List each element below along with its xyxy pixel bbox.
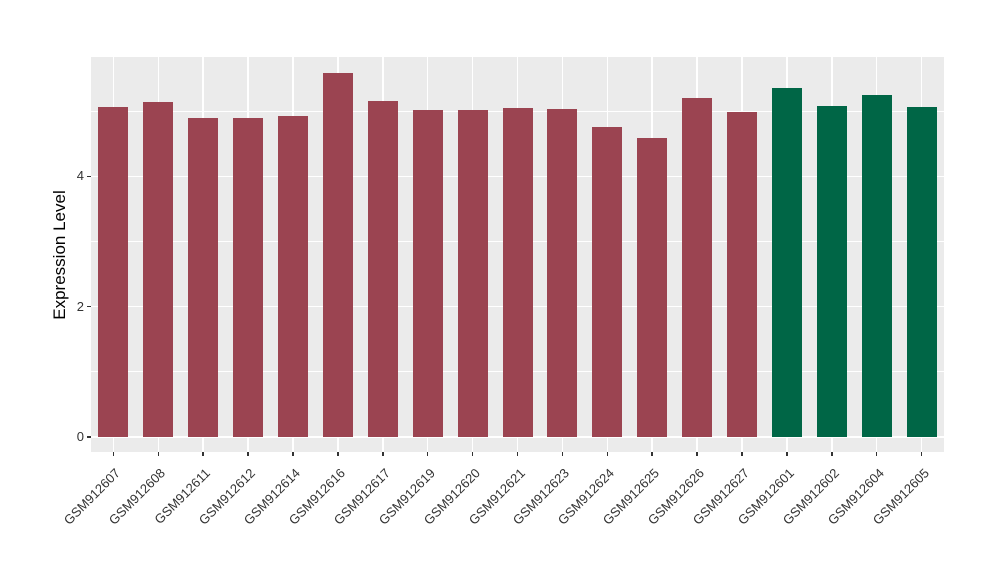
- bar-GSM912611: [188, 117, 219, 437]
- bar-GSM912605: [906, 107, 937, 437]
- bar-GSM912623: [547, 109, 578, 437]
- x-tick-mark: [112, 452, 115, 456]
- y-tick-mark: [87, 175, 91, 178]
- y-tick-mark: [87, 436, 91, 438]
- x-tick-mark: [157, 452, 160, 456]
- bar-GSM912626: [682, 98, 713, 437]
- y-tick-label: 2: [76, 298, 84, 314]
- plot-panel: [91, 57, 944, 452]
- bar-GSM912612: [233, 117, 264, 437]
- bar-GSM912627: [726, 112, 757, 437]
- bar-GSM912625: [637, 138, 668, 437]
- x-tick-mark: [561, 452, 564, 456]
- x-tick-mark: [786, 452, 788, 456]
- bar-GSM912608: [143, 101, 174, 437]
- y-tick-mark: [87, 305, 91, 308]
- x-tick-mark: [292, 452, 294, 456]
- bar-GSM912617: [367, 101, 398, 437]
- bar-GSM912602: [816, 105, 847, 437]
- x-tick-mark: [516, 452, 519, 456]
- x-tick-mark: [382, 452, 384, 456]
- bar-GSM912616: [322, 73, 353, 437]
- bar-GSM912614: [278, 115, 309, 437]
- bar-GSM912624: [592, 127, 623, 437]
- x-tick-mark: [831, 452, 833, 456]
- x-tick-mark: [920, 452, 923, 456]
- y-tick-label: 4: [76, 168, 84, 184]
- bar-GSM912607: [98, 107, 129, 437]
- x-tick-mark: [606, 452, 609, 456]
- y-tick-label: 0: [76, 429, 84, 444]
- x-tick-mark: [247, 452, 249, 456]
- x-tick-mark: [471, 452, 474, 456]
- x-tick-mark: [202, 452, 204, 456]
- bar-GSM912619: [412, 110, 443, 437]
- x-tick-mark: [426, 452, 429, 456]
- x-tick-mark: [337, 452, 339, 456]
- x-tick-mark: [651, 452, 653, 456]
- bar-GSM912601: [771, 88, 802, 437]
- x-tick-mark: [741, 452, 743, 456]
- x-tick-mark: [696, 452, 698, 456]
- bar-GSM912620: [457, 109, 488, 437]
- bar-GSM912604: [861, 94, 892, 437]
- x-tick-mark: [875, 452, 878, 456]
- bar-GSM912621: [502, 107, 533, 437]
